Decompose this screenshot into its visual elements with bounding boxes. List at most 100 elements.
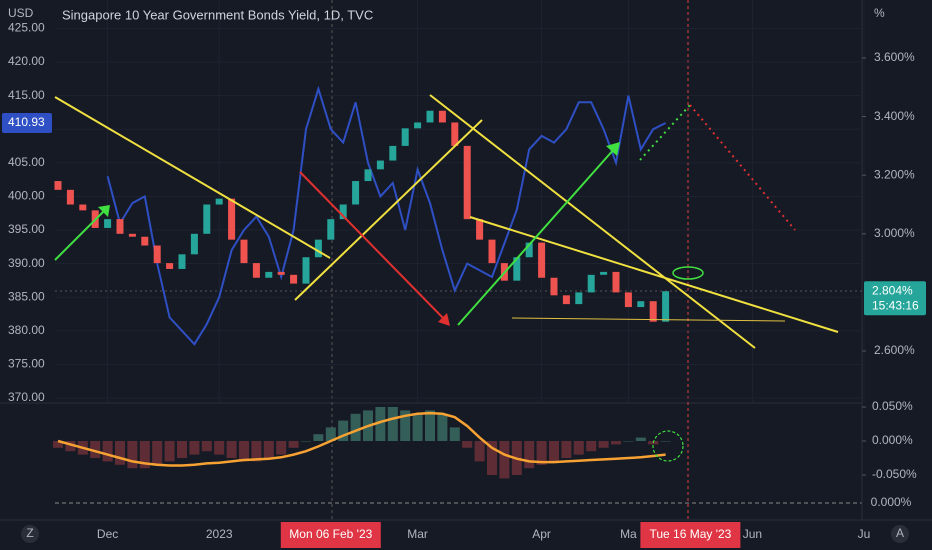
macd-bar xyxy=(226,441,237,458)
x-tick-label: Jun xyxy=(743,527,762,541)
auto-button[interactable] xyxy=(891,525,909,543)
candle xyxy=(562,295,570,305)
macd-tick-label: 0.000% xyxy=(872,433,913,447)
candle xyxy=(662,291,670,322)
macd-bar xyxy=(449,427,460,441)
macd-bar xyxy=(635,437,646,441)
macd-bar xyxy=(400,410,411,441)
candle xyxy=(401,128,409,146)
zoom-button-label[interactable]: Z xyxy=(26,526,33,540)
candle xyxy=(538,242,546,278)
candle xyxy=(228,198,236,240)
candle xyxy=(612,271,620,293)
candle xyxy=(488,239,496,264)
auto-button-label[interactable]: A xyxy=(896,526,904,540)
y2-tick-label: 3.000% xyxy=(874,226,915,240)
x-tick-label: Ju xyxy=(858,527,871,541)
macd-bar xyxy=(437,413,448,441)
x-tick-label: Mar xyxy=(407,527,428,541)
candle xyxy=(153,245,161,264)
candle xyxy=(54,181,62,190)
y2-tick-label: 3.600% xyxy=(874,50,915,64)
macd-bar xyxy=(549,441,559,462)
macd-signal xyxy=(57,411,666,467)
x-tick-label: 2023 xyxy=(206,527,233,541)
y-tick-label: 390.00 xyxy=(8,256,45,270)
candle xyxy=(166,263,174,269)
macd-bar xyxy=(474,441,485,462)
zoom-button[interactable] xyxy=(21,525,39,543)
price-badge-label: 2.804% xyxy=(872,283,913,297)
macd-bar xyxy=(573,441,584,455)
y2-tick-label: 3.200% xyxy=(874,167,915,181)
candle xyxy=(624,292,632,308)
candle xyxy=(389,145,397,161)
macd-bar xyxy=(90,441,101,458)
candle xyxy=(327,219,335,240)
macd-bar xyxy=(251,441,262,462)
y-tick-label: 370.00 xyxy=(8,390,45,404)
macd-bar xyxy=(561,441,572,458)
macd-bar xyxy=(201,441,212,452)
macd-bar xyxy=(387,407,398,441)
macd-bar xyxy=(214,441,225,455)
candle xyxy=(513,257,521,281)
macd-bar xyxy=(189,441,200,455)
y-tick-label: 405.00 xyxy=(8,155,45,169)
candle xyxy=(128,233,136,237)
candle xyxy=(414,122,422,129)
y-tick-label: 400.00 xyxy=(8,189,45,203)
candle xyxy=(550,277,558,296)
candle xyxy=(116,219,124,234)
macd-bar xyxy=(586,441,597,452)
y-tick-label: 375.00 xyxy=(8,357,45,371)
chart-title: Singapore 10 Year Government Bonds Yield… xyxy=(62,7,373,22)
macd-bar xyxy=(65,441,76,452)
candle xyxy=(352,181,360,205)
macd-bar xyxy=(177,441,187,458)
pane-label: 0.000% xyxy=(871,495,912,509)
macd-bar xyxy=(263,441,274,458)
candle xyxy=(451,122,459,146)
macd-bar xyxy=(487,441,497,475)
macd-bar xyxy=(115,441,125,465)
macd-bar xyxy=(152,441,163,465)
macd-bar xyxy=(53,441,63,448)
candle xyxy=(104,219,112,228)
y-tick-label: 425.00 xyxy=(8,21,45,35)
candle xyxy=(600,271,608,275)
candle xyxy=(141,236,149,246)
candle xyxy=(476,219,484,240)
right-axis-label: % xyxy=(874,6,885,20)
left-axis-label: USD xyxy=(8,6,34,20)
macd-bar xyxy=(276,441,287,455)
y-tick-label: 385.00 xyxy=(8,289,45,303)
x-tick-label: Apr xyxy=(532,527,551,541)
candle xyxy=(649,301,657,322)
candle xyxy=(637,301,645,308)
macd-bar xyxy=(660,441,671,442)
macd-bar xyxy=(239,441,249,462)
candle xyxy=(178,254,186,269)
macd-bar xyxy=(350,413,361,441)
candle xyxy=(190,233,198,255)
comparison-line xyxy=(106,85,667,346)
macd-bar xyxy=(425,410,435,441)
candle xyxy=(376,160,384,170)
macd-bar xyxy=(462,441,473,448)
macd-bar xyxy=(139,441,150,469)
candle xyxy=(339,204,347,220)
macd-bar xyxy=(499,441,510,479)
price-badge-label: 410.93 xyxy=(8,115,45,129)
candle xyxy=(463,145,471,220)
macd-bar xyxy=(598,441,609,448)
candle xyxy=(314,239,322,258)
y-tick-label: 415.00 xyxy=(8,88,45,102)
macd-bar xyxy=(325,427,336,441)
candle xyxy=(587,274,595,293)
price-badge xyxy=(2,112,52,133)
candle xyxy=(215,198,223,205)
drawings xyxy=(54,94,839,462)
macd-bar xyxy=(536,441,547,465)
candle xyxy=(265,271,273,278)
